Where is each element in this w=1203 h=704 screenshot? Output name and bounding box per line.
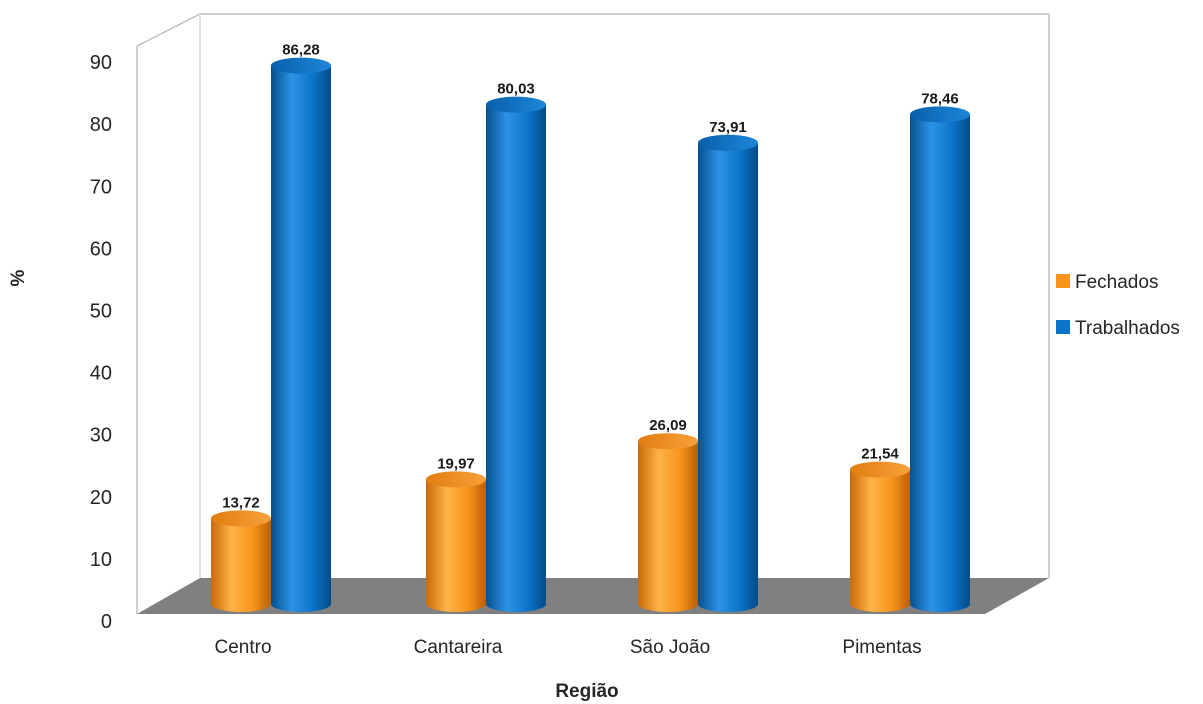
x-tick-label: Pimentas bbox=[842, 637, 921, 658]
y-axis-title: % bbox=[8, 269, 29, 286]
data-label: 19,97 bbox=[437, 455, 475, 472]
bar-top bbox=[698, 134, 758, 151]
bar-body bbox=[426, 479, 486, 612]
bar-trabalhados-0: 86,28 bbox=[271, 42, 331, 613]
bar-fechados-3: 21,54 bbox=[850, 446, 910, 612]
legend-label: Fechados bbox=[1075, 272, 1158, 293]
data-label: 80,03 bbox=[497, 81, 535, 98]
data-label: 73,91 bbox=[709, 119, 747, 136]
bar-body bbox=[211, 518, 271, 612]
legend-label: Trabalhados bbox=[1075, 318, 1180, 339]
data-label: 78,46 bbox=[921, 90, 959, 107]
legend: Fechados Trabalhados bbox=[1056, 272, 1180, 339]
data-label: 86,28 bbox=[282, 42, 320, 59]
data-label: 21,54 bbox=[861, 446, 899, 463]
bar-body bbox=[850, 469, 910, 612]
bar-trabalhados-2: 73,91 bbox=[698, 119, 758, 612]
bar-body bbox=[271, 65, 331, 613]
x-tick-label: Cantareira bbox=[414, 637, 503, 658]
bar-fechados-2: 26,09 bbox=[638, 417, 698, 612]
bar-fechados-1: 19,97 bbox=[426, 455, 486, 612]
bar-body bbox=[638, 441, 698, 612]
chart-floor bbox=[137, 578, 1049, 614]
bar-top bbox=[850, 461, 910, 478]
bar-top bbox=[426, 471, 486, 488]
y-tick-label: 20 bbox=[90, 487, 112, 509]
y-tick-label: 80 bbox=[90, 114, 112, 136]
y-tick-label: 60 bbox=[90, 238, 112, 260]
bar-top bbox=[271, 57, 331, 74]
x-axis: Centro Cantareira São João Pimentas bbox=[214, 637, 921, 658]
y-tick-label: 90 bbox=[90, 52, 112, 74]
bar-fechados-0: 13,72 bbox=[211, 494, 271, 612]
bar-top bbox=[910, 106, 970, 123]
y-tick-label: 70 bbox=[90, 176, 112, 198]
y-tick-label: 40 bbox=[90, 363, 112, 385]
y-tick-label: 10 bbox=[90, 549, 112, 571]
data-label: 26,09 bbox=[649, 417, 687, 434]
data-label: 13,72 bbox=[222, 494, 260, 511]
bar-body bbox=[698, 142, 758, 612]
x-tick-label: São João bbox=[630, 637, 710, 658]
y-tick-label: 0 bbox=[101, 611, 112, 633]
bar-body bbox=[486, 104, 546, 613]
bar-body bbox=[910, 114, 970, 612]
y-axis: 0 10 20 30 40 50 60 70 80 90 bbox=[90, 52, 112, 633]
x-tick-label: Centro bbox=[214, 637, 271, 658]
bar-trabalhados-3: 78,46 bbox=[910, 90, 970, 612]
legend-swatch bbox=[1056, 320, 1070, 334]
bar-top bbox=[638, 433, 698, 450]
y-tick-label: 50 bbox=[90, 301, 112, 323]
x-axis-title: Região bbox=[555, 681, 618, 702]
bars-group: 13,72 86,28 19,97 80,03 26,09 73,91 21,54 78,46 bbox=[211, 42, 970, 613]
legend-swatch bbox=[1056, 274, 1070, 288]
bar-top bbox=[486, 96, 546, 113]
y-tick-label: 30 bbox=[90, 425, 112, 447]
bar-trabalhados-1: 80,03 bbox=[486, 81, 546, 613]
bar-top bbox=[211, 510, 271, 527]
chart-frame bbox=[136, 13, 1050, 614]
